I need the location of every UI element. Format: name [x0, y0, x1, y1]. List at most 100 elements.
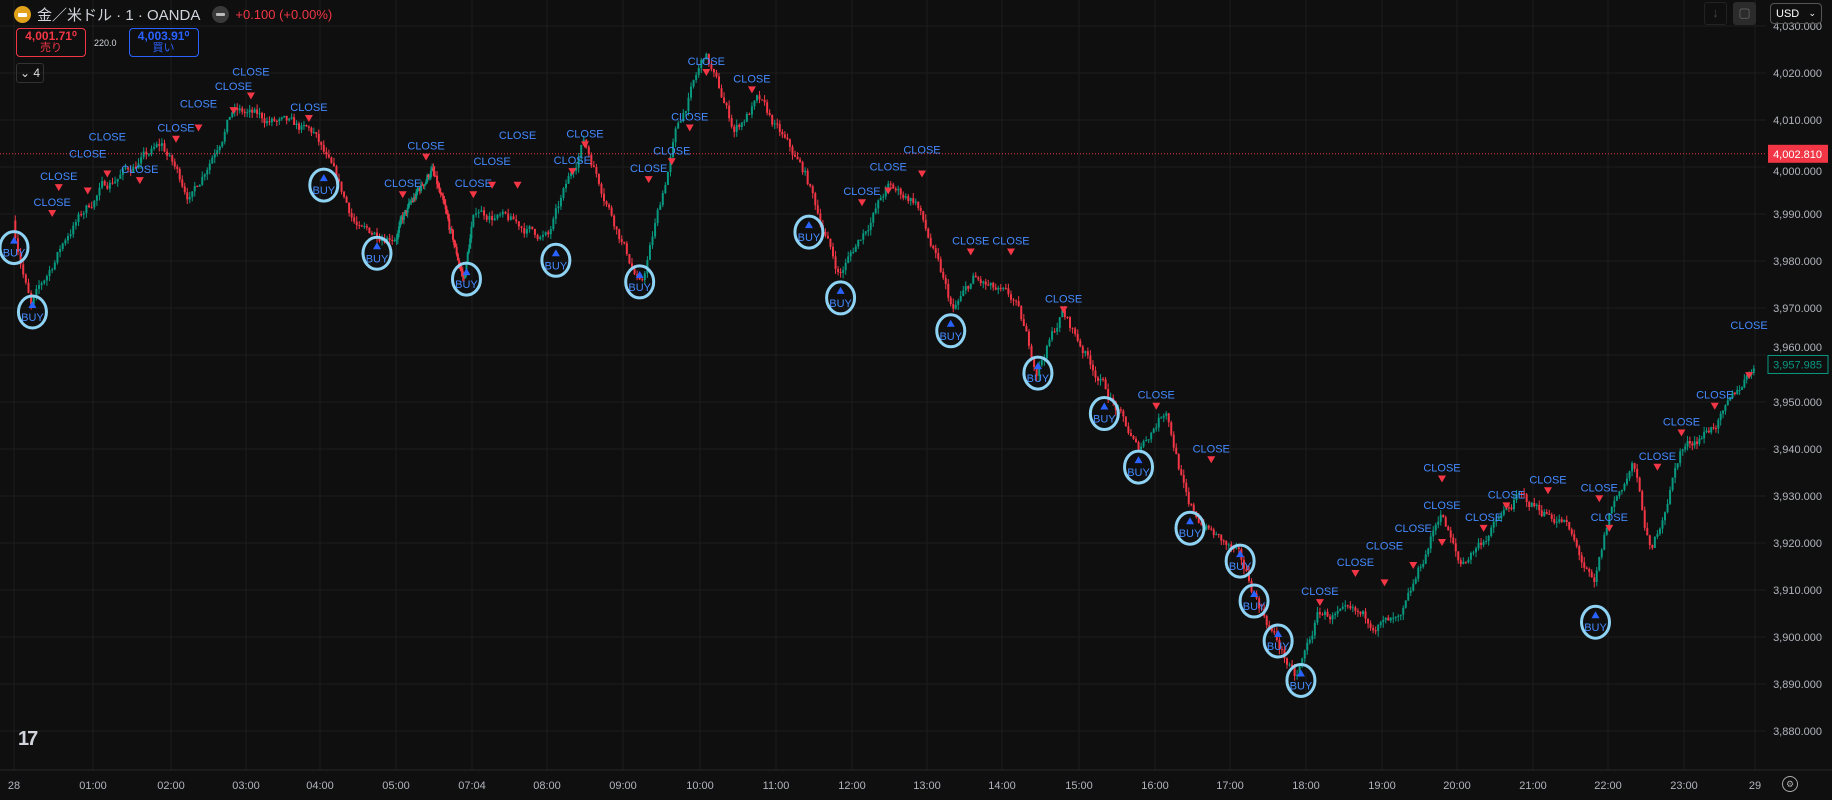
- candle: [636, 274, 639, 277]
- candle: [35, 288, 38, 297]
- candle: [852, 251, 855, 253]
- symbol-title[interactable]: 金／米ドル · 1 · OANDA: [37, 7, 201, 24]
- candle: [61, 243, 64, 249]
- close-marker-triangle: [685, 124, 694, 132]
- close-marker-label: CLOSE: [34, 197, 71, 209]
- candle: [954, 304, 957, 309]
- candle: [440, 194, 443, 196]
- candle: [554, 208, 557, 219]
- close-marker-label: CLOSE: [1663, 416, 1700, 428]
- candle: [1714, 428, 1717, 430]
- candle: [459, 265, 462, 269]
- candle: [196, 186, 199, 188]
- candle: [595, 167, 598, 174]
- scroll-down-arrow-icon[interactable]: ↓: [1704, 2, 1727, 25]
- candle: [1729, 397, 1732, 401]
- candle: [507, 213, 510, 220]
- candle: [1359, 611, 1362, 615]
- candle: [766, 102, 769, 113]
- candle: [365, 226, 368, 228]
- candle: [171, 155, 174, 162]
- candle: [1107, 389, 1110, 399]
- candle: [1288, 664, 1291, 666]
- candle: [570, 172, 573, 177]
- candle: [997, 287, 1000, 290]
- candle: [1518, 493, 1521, 495]
- candle: [453, 239, 456, 246]
- candle: [300, 125, 303, 130]
- close-marker-label: CLOSE: [733, 73, 770, 85]
- candle: [27, 282, 30, 294]
- candle: [221, 141, 224, 147]
- candle: [423, 184, 426, 187]
- candle: [258, 113, 261, 115]
- close-marker-label: CLOSE: [630, 163, 667, 175]
- close-marker-label: CLOSE: [1045, 293, 1082, 305]
- candle: [499, 214, 502, 216]
- buy-marker-label: BUY: [455, 279, 478, 291]
- candle: [515, 219, 518, 222]
- buy-button[interactable]: 4,003.91⁰ 買い: [128, 28, 199, 57]
- sell-button[interactable]: 4,001.71⁰ 売り: [16, 28, 86, 57]
- current-price-badge: [1767, 354, 1829, 374]
- candle: [829, 238, 832, 247]
- candle: [758, 95, 761, 100]
- candle: [355, 221, 358, 226]
- close-marker-label: CLOSE: [499, 130, 536, 142]
- candle: [181, 179, 184, 187]
- candle: [1303, 650, 1306, 659]
- candle: [1676, 463, 1679, 468]
- candle: [1397, 615, 1400, 617]
- candle: [661, 193, 664, 206]
- candle: [776, 123, 779, 125]
- close-marker-label: CLOSE: [1639, 451, 1676, 463]
- buy-label: 買い: [152, 42, 175, 54]
- candle: [1560, 519, 1563, 522]
- candle: [882, 196, 885, 198]
- candle: [819, 213, 822, 226]
- candle: [358, 225, 361, 227]
- candle: [88, 205, 91, 208]
- candle: [66, 236, 69, 241]
- candle: [456, 254, 459, 261]
- close-marker-triangle: [135, 177, 144, 185]
- currency-select[interactable]: USD ⌄: [1770, 3, 1822, 24]
- time-axis-label: 23:00: [1670, 780, 1698, 792]
- candle: [1145, 439, 1148, 442]
- candle: [1190, 504, 1193, 506]
- candle: [1631, 463, 1634, 472]
- candle: [720, 88, 723, 98]
- buy-marker-label: BUY: [366, 253, 389, 265]
- settings-icon[interactable]: ⚙: [1782, 776, 1798, 792]
- candle: [1482, 541, 1485, 545]
- candle: [1048, 339, 1051, 346]
- candle: [1646, 527, 1649, 536]
- candle: [1528, 501, 1531, 507]
- price-change: +0.100 (+0.00%): [235, 7, 333, 22]
- close-marker-label: CLOSE: [384, 178, 421, 190]
- candle: [1311, 635, 1314, 640]
- candle: [1523, 493, 1526, 495]
- close-marker-label: CLOSE: [232, 67, 269, 79]
- candle: [69, 234, 72, 237]
- candle: [1392, 617, 1395, 619]
- candle: [1002, 287, 1005, 289]
- candle: [1475, 548, 1477, 553]
- candle: [1268, 625, 1271, 628]
- candle: [1427, 548, 1430, 555]
- indicators-toggle[interactable]: ⌄ 4: [16, 63, 44, 83]
- close-marker-label: CLOSE: [1337, 557, 1374, 569]
- candle: [1058, 317, 1061, 328]
- candle: [421, 184, 424, 186]
- collapse-icon[interactable]: [212, 6, 230, 23]
- current-price-label: 3,957.985: [1773, 359, 1822, 371]
- fullscreen-icon[interactable]: ▢: [1733, 2, 1756, 25]
- candle: [480, 210, 483, 213]
- tradingview-logo[interactable]: 17: [18, 728, 38, 750]
- candle: [108, 182, 111, 189]
- candle: [302, 124, 305, 126]
- candle: [103, 181, 106, 186]
- candle: [1127, 426, 1130, 434]
- candle: [431, 167, 434, 171]
